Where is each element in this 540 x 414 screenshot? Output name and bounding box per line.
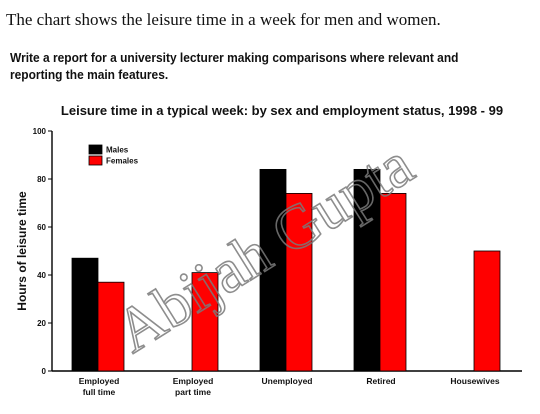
x-category-label: Housewives — [450, 376, 499, 386]
chart-title: Leisure time in a typical week: by sex a… — [61, 103, 503, 118]
task-prompt: Write a report for a university lecturer… — [10, 50, 459, 82]
x-category-label: Employed — [173, 376, 214, 386]
y-tick-label: 0 — [42, 367, 47, 376]
y-tick-label: 40 — [37, 271, 46, 280]
bar-females-2 — [285, 192, 313, 372]
page-heading: The chart shows the leisure time in a we… — [6, 10, 441, 29]
chart-bars — [71, 168, 501, 372]
legend-label-males: Males — [106, 146, 129, 155]
y-tick-labels: 0 20 40 60 80 100 — [33, 127, 47, 376]
bar-males-0 — [71, 257, 99, 372]
y-tick-label: 80 — [37, 175, 46, 184]
bar-females-4 — [473, 250, 501, 372]
legend-swatch-females — [88, 155, 103, 166]
y-axis-label: Hours of leisure time — [15, 191, 29, 311]
bar-females-0 — [97, 281, 125, 372]
x-category-label: Retired — [366, 376, 395, 386]
legend-label-females: Females — [106, 157, 139, 166]
x-category-label: full time — [83, 387, 116, 397]
x-category-label: Employed — [79, 376, 120, 386]
bar-males-2 — [259, 168, 287, 372]
y-tick-label: 20 — [37, 319, 46, 328]
y-tick-label: 100 — [33, 127, 47, 136]
y-tick-label: 60 — [37, 223, 46, 232]
legend-swatch-males — [88, 144, 103, 155]
bar-females-1 — [191, 272, 219, 372]
x-category-label: part time — [175, 387, 211, 397]
bar-males-3 — [353, 168, 381, 372]
bar-females-3 — [379, 192, 407, 372]
x-category-label: Unemployed — [261, 376, 312, 386]
chart-legend: Males Females — [88, 144, 139, 166]
